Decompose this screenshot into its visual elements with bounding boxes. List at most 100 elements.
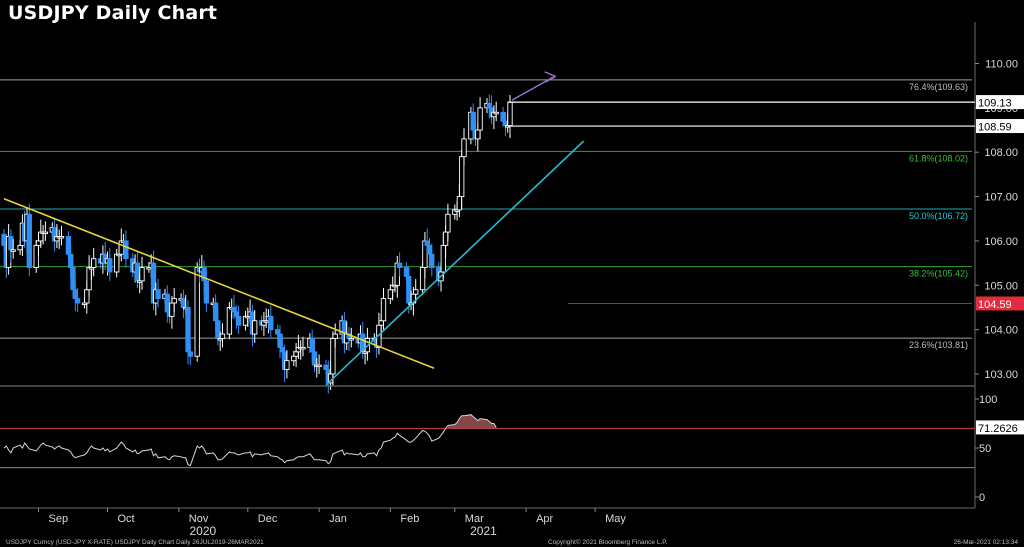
candle-body (426, 244, 433, 255)
candle-body (403, 267, 410, 277)
candlesticks (1, 94, 513, 394)
candle-body (459, 156, 465, 198)
candle-body (26, 213, 32, 268)
x-tick-label-0: Sep (49, 513, 69, 525)
candle-body (91, 258, 97, 268)
level-label-4: 23.6%(103.81) (909, 340, 968, 350)
candle-body (118, 240, 124, 255)
candle-body (185, 307, 191, 353)
candle (155, 279, 161, 308)
candle-body (378, 320, 384, 326)
candle-body (231, 307, 237, 313)
candle (394, 256, 400, 298)
candle (123, 230, 129, 268)
candle (284, 350, 290, 379)
price-label-box-0 (976, 95, 1024, 110)
candle-body (10, 249, 16, 252)
candle-body (440, 244, 446, 273)
y-tick-label-5: 105.00 (984, 280, 1018, 292)
candle-body (277, 333, 283, 348)
price-label-box-2 (976, 296, 1024, 311)
candle-body (164, 293, 170, 313)
candle-body (300, 346, 306, 350)
candle (293, 342, 299, 367)
candle-body (134, 262, 141, 282)
candle-body (424, 240, 430, 246)
candle (488, 95, 495, 124)
candle-body (442, 231, 449, 246)
candle-body (332, 333, 338, 339)
candle (445, 203, 451, 241)
candle (348, 327, 354, 348)
candle-body (17, 244, 23, 251)
candle-body (212, 302, 219, 322)
candle-body (187, 351, 193, 357)
candle (74, 287, 81, 312)
candle (164, 285, 170, 323)
candle-body (456, 196, 463, 211)
candle (429, 243, 435, 277)
price-label-text-1: 108.59 (978, 122, 1012, 134)
candle-body (252, 320, 258, 335)
candle-body (477, 107, 483, 131)
candle (187, 341, 193, 366)
y-tick-label-7: 103.00 (984, 369, 1018, 381)
candle-body (139, 267, 145, 282)
candle-body (226, 307, 233, 335)
candle-body (311, 351, 318, 366)
level-label-0: 76.4%(109.63) (909, 82, 968, 92)
candle-body (86, 267, 92, 291)
candle-body (323, 364, 329, 371)
candle (461, 128, 467, 166)
candle (219, 323, 226, 348)
candle-body (74, 298, 81, 304)
rsi-value-box (976, 420, 1024, 435)
x-tick-label-6: Mar (465, 513, 484, 525)
candle (194, 262, 200, 362)
candle-body (219, 333, 226, 339)
candle (42, 221, 49, 241)
axes: 110.00109.00108.00107.00106.00105.00104.… (0, 22, 1018, 538)
candle-body (169, 302, 175, 317)
candle-body (396, 262, 403, 268)
footer-center: Copyright© 2021 Bloomberg Finance L.P. (548, 538, 668, 546)
x-tick-label-4: Jan (329, 513, 347, 525)
candle-body (279, 346, 285, 353)
level-label-1: 61.8%(108.02) (909, 153, 968, 163)
rsi-tick-label-1: 50 (979, 443, 991, 455)
candle (58, 225, 65, 246)
price-label-box-1 (976, 119, 1024, 134)
candle-body (413, 289, 419, 295)
candle-body (291, 355, 297, 362)
candle-body (65, 236, 72, 255)
candle-body (500, 111, 506, 122)
candle-body (507, 101, 513, 127)
candle (493, 101, 499, 122)
candle-body (42, 231, 49, 235)
candle-body (215, 320, 221, 339)
y-tick-label-4: 106.00 (984, 236, 1018, 248)
x-year-label-1: 2021 (470, 524, 497, 538)
candle-body (194, 267, 200, 357)
candle-body (171, 298, 177, 304)
candle-body (419, 267, 426, 291)
candle-body (493, 111, 499, 115)
y-tick-label-3: 107.00 (984, 192, 1018, 204)
candle-body (114, 253, 120, 273)
candle-body (275, 329, 281, 335)
candle-body (1, 233, 7, 246)
candle-body (58, 236, 65, 239)
candle-body (486, 102, 492, 109)
candle-body (33, 244, 39, 268)
candle (107, 248, 113, 281)
y-tick-label-2: 108.00 (984, 147, 1018, 159)
candle (26, 203, 32, 277)
candle-body (387, 289, 394, 300)
candle (171, 287, 177, 312)
candle-body (461, 138, 467, 158)
candle-body (70, 267, 76, 291)
candle-body (268, 315, 274, 331)
level-label-2: 50.0%(106.72) (909, 211, 968, 221)
chart-title: USDJPY Daily Chart (8, 2, 218, 24)
trendline-downtrend (3, 198, 435, 369)
